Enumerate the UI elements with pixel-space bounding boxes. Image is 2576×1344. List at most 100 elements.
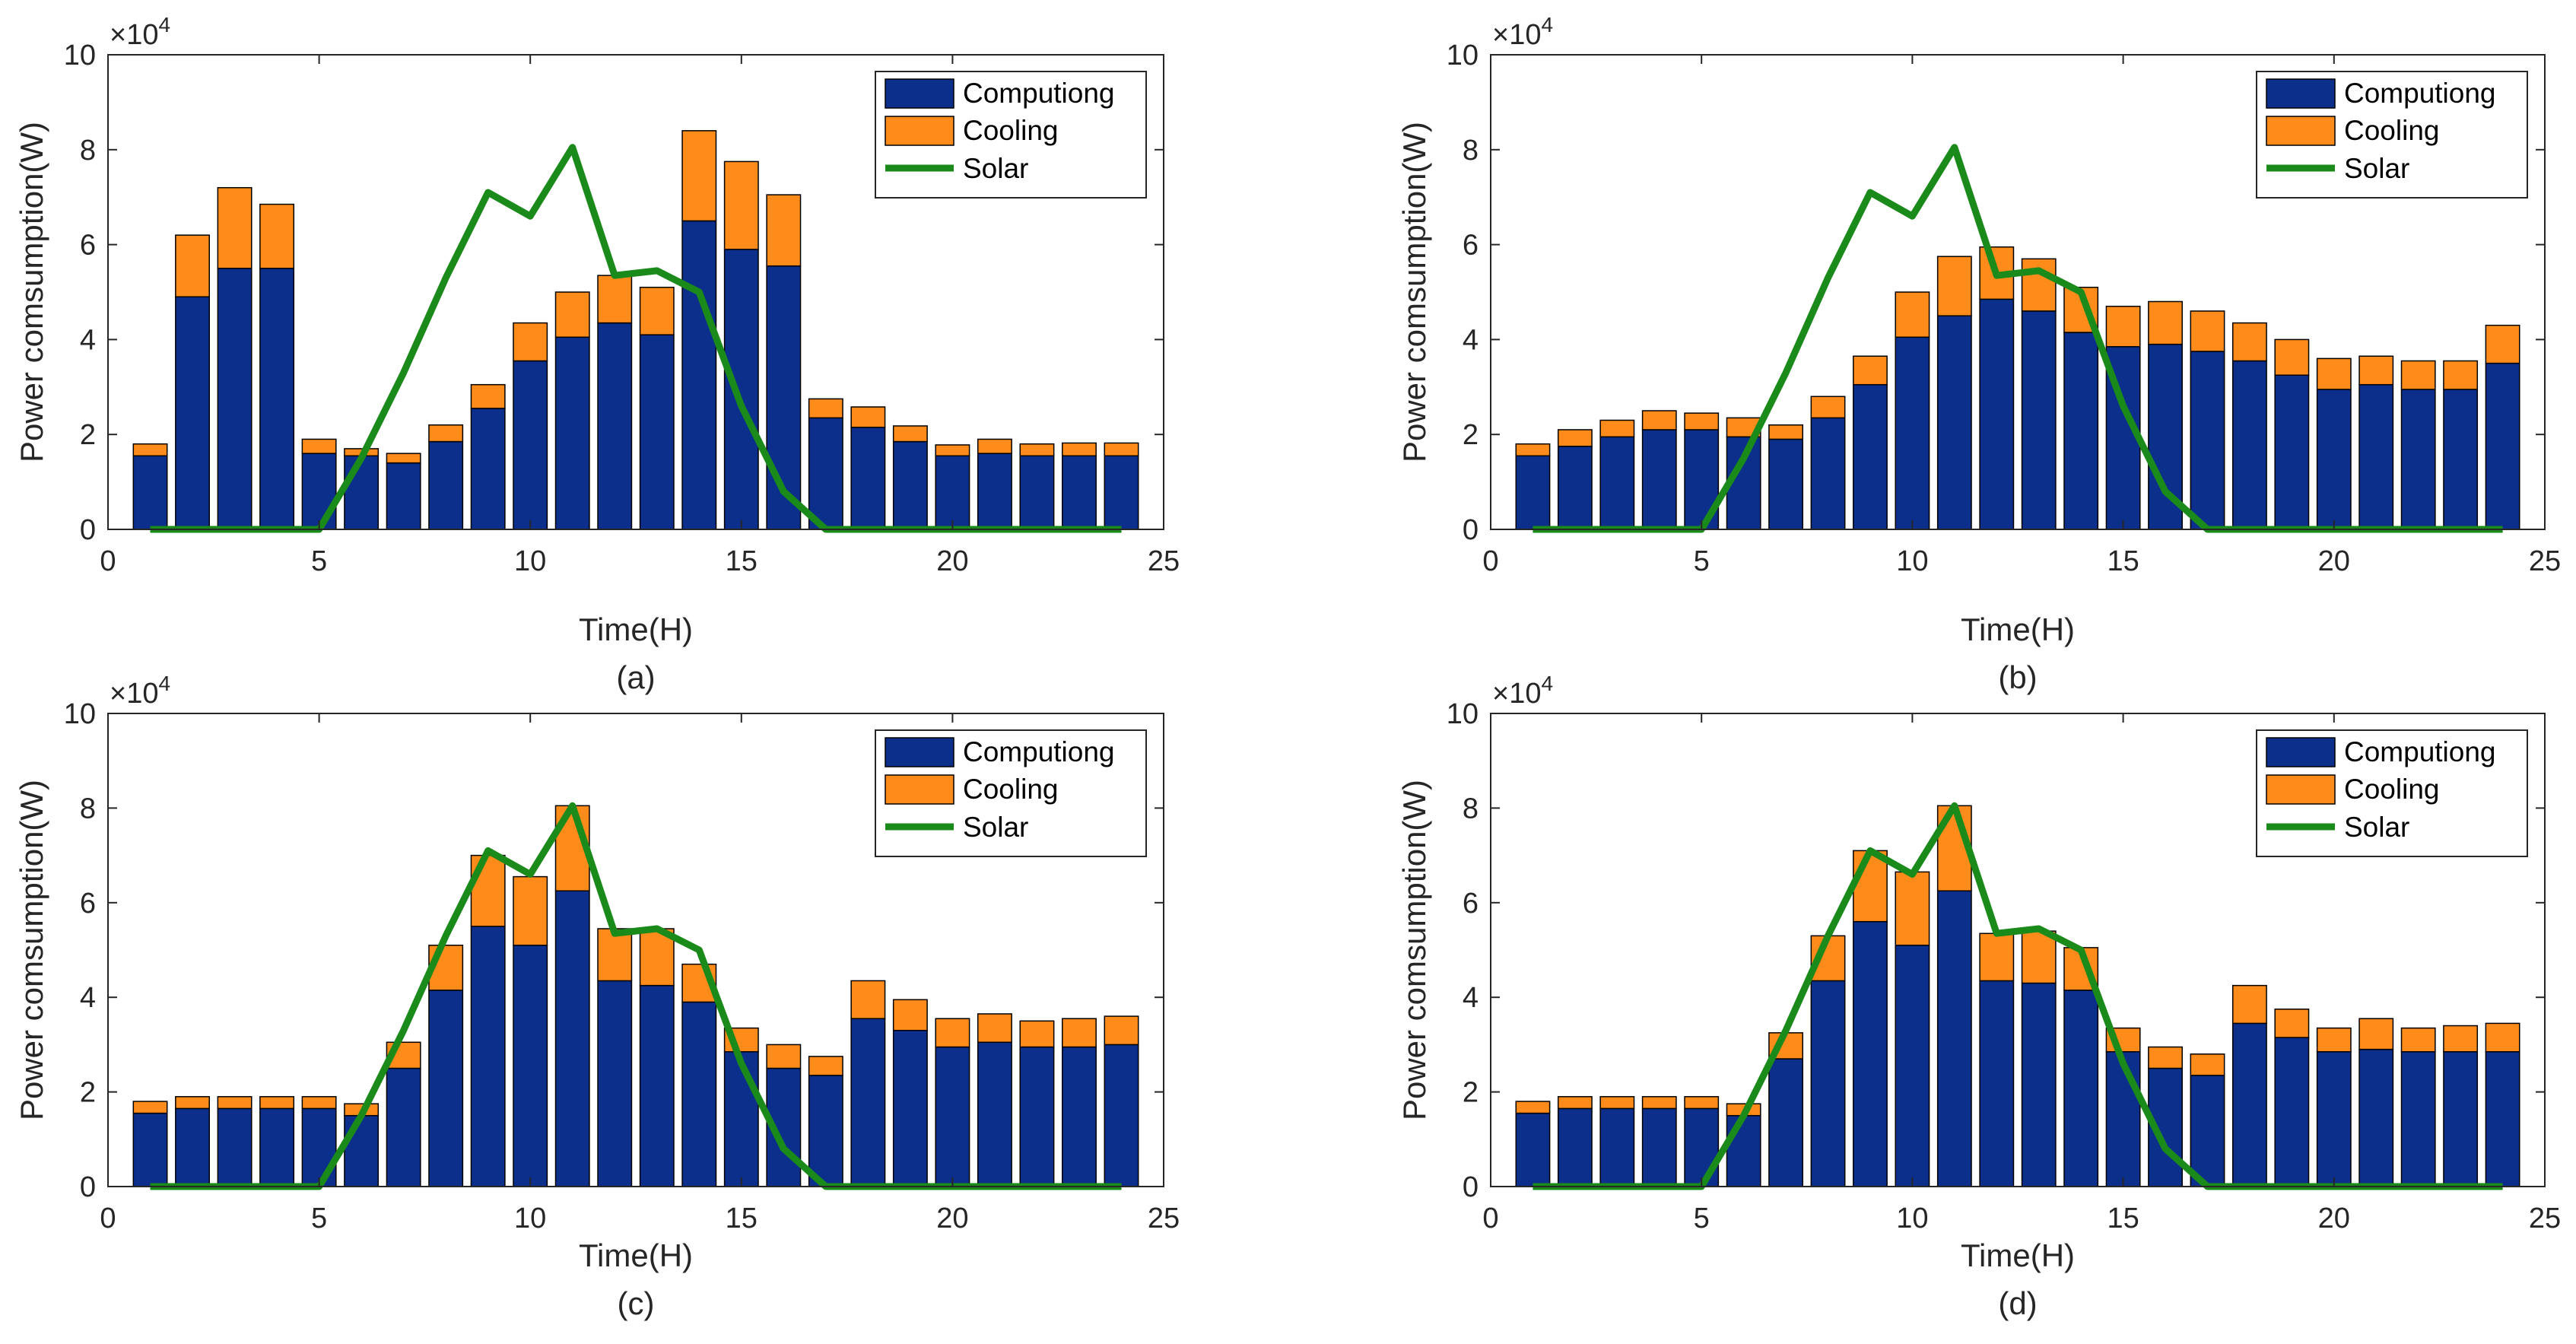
- computing-bar: [935, 455, 970, 530]
- computing-bar: [470, 926, 506, 1187]
- computing-bar: [681, 1001, 717, 1187]
- y-tick-label: 0: [80, 1171, 96, 1203]
- cooling-bar: [639, 928, 675, 987]
- computing-bar: [1853, 920, 1888, 1187]
- cooling-bar: [2105, 305, 2141, 348]
- computing-bar: [428, 990, 464, 1187]
- x-tick-label: 5: [1694, 1203, 1710, 1234]
- y-tick-label: 0: [1463, 1171, 1479, 1203]
- y-tick-label: 6: [1463, 230, 1479, 262]
- y-tick-label: 0: [80, 514, 96, 546]
- computing-bar: [2443, 389, 2479, 530]
- computing-bar: [344, 1114, 380, 1187]
- computing-bar: [1641, 1107, 1677, 1187]
- x-axis-label: Time(H): [1961, 612, 2075, 647]
- y-tick-label: 2: [80, 419, 96, 451]
- cooling-bar: [2316, 357, 2352, 390]
- computing-bar: [2443, 1050, 2479, 1187]
- computing-bar: [1062, 455, 1097, 530]
- cooling-bar: [935, 444, 970, 457]
- chart-panel-a: 0 5 10 15 20 25 0 2 4 6 8 10 ×104 Time(H) Power comsum…: [14, 13, 1180, 695]
- cooling-bar: [470, 383, 506, 409]
- computing-bar: [344, 455, 380, 530]
- computing-bar: [1599, 436, 1635, 530]
- computing-bar: [1019, 455, 1055, 530]
- y-axis-label: Power comsumption(W): [1396, 780, 1432, 1120]
- cooling-bar: [2231, 984, 2267, 1025]
- y-tick-label: 4: [1463, 324, 1479, 356]
- cooling-bar: [2358, 1018, 2394, 1050]
- cooling-bar: [935, 1018, 970, 1048]
- y-tick-label: 4: [80, 982, 96, 1014]
- legend-cooling-label: Cooling: [963, 774, 1058, 805]
- panel-caption: (b): [1998, 659, 2037, 695]
- axes-box: [107, 54, 1164, 530]
- y-tick-label: 10: [64, 40, 96, 71]
- y-tick-label: 6: [80, 230, 96, 262]
- computing-bar: [2021, 982, 2057, 1187]
- computing-bar: [175, 296, 210, 530]
- cooling-bar: [1557, 429, 1593, 447]
- cooling-bar: [1810, 396, 1846, 419]
- computing-bar: [554, 890, 590, 1187]
- cooling-bar: [850, 980, 886, 1019]
- cooling-bar: [470, 854, 506, 927]
- computing-bar: [2063, 990, 2099, 1187]
- cooling-bar: [2316, 1027, 2352, 1053]
- cooling-bar: [850, 406, 886, 428]
- computing-bar: [2231, 360, 2267, 530]
- computing-bar: [2063, 332, 2099, 530]
- cooling-bar: [2358, 355, 2394, 386]
- computing-bar: [1557, 1107, 1593, 1187]
- cooling-bar: [808, 1056, 843, 1076]
- computing-bar: [2231, 1022, 2267, 1187]
- computing-bar: [1641, 429, 1677, 530]
- y-tick-label: 8: [1463, 135, 1479, 167]
- cooling-bar: [1768, 424, 1804, 440]
- cooling-bar: [1599, 1096, 1635, 1110]
- y-axis-label: Power comsumption(W): [14, 780, 49, 1120]
- cooling-bar: [2021, 258, 2057, 312]
- cooling-bar: [386, 453, 421, 464]
- x-tick-label: 15: [2107, 545, 2139, 577]
- computing-bar: [1557, 446, 1593, 530]
- y-tick-label: 4: [1463, 982, 1479, 1014]
- x-tick-label: 25: [2529, 1203, 2561, 1234]
- x-tick-label: 15: [726, 1203, 758, 1234]
- cooling-bar: [1104, 1015, 1139, 1046]
- computing-bar: [1684, 1107, 1720, 1187]
- cooling-bar: [1684, 412, 1720, 431]
- cooling-bar: [892, 999, 928, 1031]
- cooling-bar: [2274, 1009, 2310, 1038]
- cooling-bar: [259, 203, 295, 269]
- y-tick-label: 2: [1463, 419, 1479, 451]
- computing-bar: [2358, 1048, 2394, 1187]
- computing-bar: [2021, 310, 2057, 530]
- legend-computing-swatch: [885, 78, 954, 109]
- computing-bar: [132, 455, 168, 530]
- computing-bar: [2274, 374, 2310, 530]
- computing-bar: [1515, 1112, 1551, 1187]
- computing-bar: [470, 408, 506, 530]
- cooling-bar: [977, 1013, 1012, 1044]
- computing-bar: [808, 1075, 843, 1187]
- x-tick-label: 20: [2318, 1203, 2350, 1234]
- y-tick-label: 2: [80, 1077, 96, 1109]
- cooling-bar: [1515, 443, 1551, 457]
- cooling-bar: [175, 1096, 210, 1110]
- axes-box: [1490, 54, 2546, 530]
- x-tick-label: 20: [936, 545, 968, 577]
- y-tick-label: 8: [1463, 793, 1479, 825]
- cooling-bar: [766, 194, 802, 267]
- cooling-bar: [2443, 1025, 2479, 1053]
- computing-bar: [2400, 1050, 2436, 1187]
- computing-bar: [259, 268, 295, 530]
- computing-bar: [428, 440, 464, 530]
- cooling-bar: [766, 1044, 802, 1069]
- panel-caption: (a): [616, 659, 655, 695]
- x-axis-label: Time(H): [579, 1238, 693, 1273]
- panel-caption: (d): [1998, 1285, 2037, 1321]
- cooling-bar: [892, 425, 928, 443]
- y-tick-label: 10: [64, 698, 96, 730]
- legend-cooling-label: Cooling: [2344, 774, 2439, 805]
